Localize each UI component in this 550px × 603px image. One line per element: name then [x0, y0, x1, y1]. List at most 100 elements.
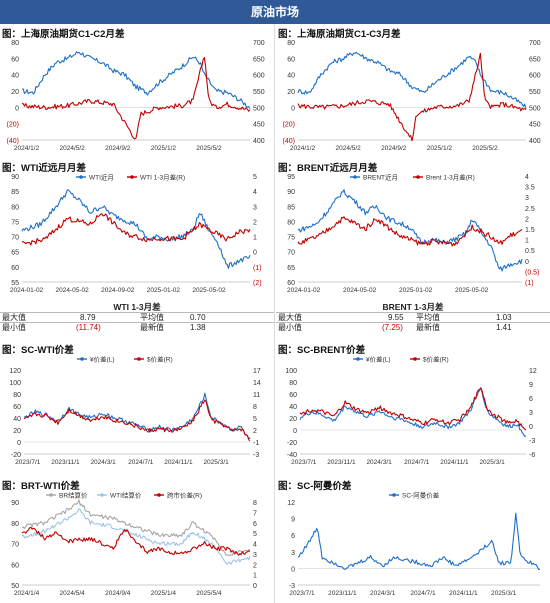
y-left-tick: 60 [11, 265, 19, 272]
legend-marker [416, 175, 420, 179]
y-right-tick: 0.5 [525, 248, 535, 255]
chart-brt-wti: 90 80 70 60 50 8 7 6 5 4 3 2 1 0 2024/1/4 2024/5/4 2024/… [0, 488, 272, 601]
x-tick: 2023/7/1 [289, 590, 315, 597]
x-tick: 2024/7/1 [404, 459, 430, 466]
legend-marker [392, 493, 396, 497]
column-divider [274, 24, 275, 603]
panel-title-brent-spread: 图：BRENT近远月月差 [278, 163, 378, 174]
y-left-tick: -40 [287, 452, 297, 459]
x-tick: 2025/3/1 [479, 459, 505, 466]
x-tick: 2025/1/2 [427, 145, 453, 152]
y-right-tick: 1.5 [525, 227, 535, 234]
y-left-tick: (40) [283, 138, 295, 145]
x-tick: 2023/7/1 [15, 459, 41, 466]
legend-marker [79, 175, 83, 179]
y-left-tick: 20 [11, 89, 19, 96]
series-line [299, 387, 527, 437]
y-left-tick: 6 [291, 533, 295, 540]
y-right-tick: 3 [253, 204, 257, 211]
stats-wti-row-max: 最大值 8.79 平均值 0.70 [0, 312, 274, 322]
x-tick: 2024-05-02 [343, 287, 377, 294]
chart-svg: 120 100 80 60 40 20 0 -20 17 14 11 8 5 2 -1 -3 2023/7/1 2… [9, 355, 261, 467]
legend-marker [80, 357, 84, 361]
panel-title-wti-spread: 图：WTI近远月月差 [2, 163, 86, 174]
y-right-tick: 1 [525, 238, 529, 245]
y-left-tick: 80 [13, 392, 21, 399]
chart-sc-c1c2: 80 60 40 20 0 (20) (40) 700 650 600 550 500 450 400 20… [0, 36, 272, 156]
stats-brent: BRENT 1-3月差 最大值 9.55 平均值 1.03 最小值 (7.25)… [276, 300, 550, 336]
x-tick: 2025/5/2 [196, 145, 222, 152]
value-max: 9.55 [388, 313, 404, 322]
value-latest: 1.38 [190, 323, 206, 332]
y-right-tick: (0.5) [525, 269, 539, 276]
x-tick: 2024/3/1 [366, 459, 392, 466]
y-left-tick: 60 [11, 56, 19, 63]
y-right-tick: 4 [253, 542, 257, 549]
y-left-tick: -3 [289, 583, 295, 590]
legend-label: SC-阿曼价差 [402, 491, 440, 500]
y-right-tick: 3.5 [525, 185, 535, 192]
y-right-tick: 450 [529, 122, 541, 129]
y-right-tick: 2 [253, 562, 257, 569]
y-left-tick: 60 [11, 562, 19, 569]
legend-marker [100, 493, 104, 497]
y-right-tick: 2 [253, 428, 257, 435]
y-right-tick: 0 [529, 424, 533, 431]
chart-sc-oman: 12 9 6 3 0 -3 2023/7/1 2023/11/1 2024/3/1 2024/7/… [276, 488, 548, 601]
y-left-tick: 90 [11, 174, 19, 181]
series-line [299, 387, 527, 431]
x-tick: 2024-01-02 [287, 287, 321, 294]
label-avg: 平均值 [140, 313, 164, 322]
y-right-tick: 1 [253, 573, 257, 580]
y-left-tick: 75 [11, 219, 19, 226]
panel-title-sc-c1c2: 图：上海原油期货C1-C2月差 [2, 29, 125, 40]
value-latest: 1.41 [496, 323, 512, 332]
y-left-tick: 9 [291, 517, 295, 524]
chart-brent-spread: 95 90 85 80 75 70 65 60 4 3.5 3 2.5 2 1.5 1 0.5 0 (0.5) (1… [276, 170, 548, 298]
series-line [21, 189, 251, 269]
y-right-tick: 1 [253, 235, 257, 242]
label-min: 最小值 [2, 323, 26, 332]
y-left-tick: 50 [11, 583, 19, 590]
y-right-tick: 9 [529, 382, 533, 389]
y-left-tick: 70 [287, 250, 295, 257]
legend-label: WTI结算价 [110, 491, 142, 500]
y-right-tick: 14 [253, 380, 261, 387]
y-left-tick: 95 [287, 174, 295, 181]
y-left-tick: 0 [293, 428, 297, 435]
x-tick: 2025-05-02 [455, 287, 489, 294]
y-right-tick: 3 [253, 552, 257, 559]
y-left-tick: 20 [289, 416, 297, 423]
series-line [297, 189, 523, 272]
x-tick: 2024/11/1 [164, 459, 193, 466]
y-left-tick: 85 [11, 189, 19, 196]
chart-wti-spread: 90 85 80 75 70 65 60 55 5 4 3 2 1 0 (1) (2) 2024-01-02 20… [0, 170, 272, 298]
y-left-tick: 65 [287, 265, 295, 272]
series-line [21, 499, 251, 556]
x-tick: 2025/3/1 [203, 459, 229, 466]
chart-sc-c1c3: 80 60 40 20 0 (20) (40) 700 650 600 550 500 450 400 20… [276, 36, 548, 156]
x-tick: 2024/11/1 [449, 590, 478, 597]
y-left-tick: 40 [13, 416, 21, 423]
y-right-tick: 8 [253, 500, 257, 507]
stats-brent-row-min: 最小值 (7.25) 最新值 1.41 [276, 322, 550, 332]
y-right-tick: 550 [529, 89, 541, 96]
y-right-tick: -3 [529, 438, 535, 445]
y-left-tick: 75 [287, 235, 295, 242]
stats-wti-row-min: 最小值 (11.74) 最新值 1.38 [0, 322, 274, 332]
legend-label: WTI 1-3月差(R) [140, 173, 185, 182]
y-left-tick: 100 [9, 380, 21, 387]
legend-marker [353, 175, 357, 179]
y-right-tick: -6 [529, 452, 535, 459]
x-tick: 2025/5/4 [196, 590, 222, 597]
chart-svg: 95 90 85 80 75 70 65 60 4 3.5 3 2.5 2 1.5 1 0.5 0 (0.5) (1… [287, 173, 539, 295]
stats-wti: WTI 1-3月差 最大值 8.79 平均值 0.70 最小值 (11.74) … [0, 300, 274, 336]
legend-label: ¥价差(L) [90, 355, 115, 364]
y-left-tick: 0 [17, 440, 21, 447]
label-latest: 最新值 [140, 323, 164, 332]
series-line [21, 213, 251, 246]
y-left-tick: 40 [11, 73, 19, 80]
y-right-tick: 2 [253, 219, 257, 226]
y-right-tick: 650 [529, 56, 541, 63]
